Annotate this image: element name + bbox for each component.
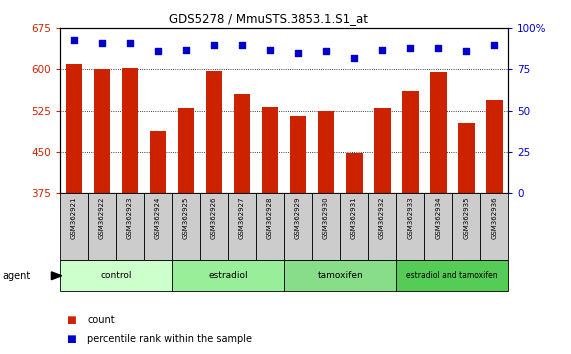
Text: estradiol and tamoxifen: estradiol and tamoxifen — [407, 271, 498, 280]
Point — [98, 40, 107, 46]
Bar — [317, 111, 335, 354]
Point — [126, 40, 135, 46]
Bar — [88, 193, 116, 260]
Point — [321, 48, 331, 54]
Bar — [206, 70, 223, 354]
Bar — [486, 100, 502, 354]
Point — [70, 37, 79, 43]
Text: GSM362934: GSM362934 — [435, 196, 441, 239]
Bar — [284, 193, 312, 260]
Text: GSM362931: GSM362931 — [351, 196, 357, 239]
Text: ■: ■ — [66, 334, 75, 344]
Point — [293, 50, 303, 56]
Point — [405, 45, 415, 51]
Bar — [452, 193, 480, 260]
Text: ■: ■ — [66, 315, 75, 325]
Bar — [458, 123, 475, 354]
Text: GSM362928: GSM362928 — [267, 196, 273, 239]
Text: GSM362923: GSM362923 — [127, 196, 133, 239]
Text: GSM362932: GSM362932 — [379, 196, 385, 239]
Text: count: count — [87, 315, 115, 325]
Bar — [396, 193, 424, 260]
Text: GSM362924: GSM362924 — [155, 196, 161, 239]
Text: GSM362936: GSM362936 — [491, 196, 497, 239]
Bar — [200, 193, 228, 260]
Point — [154, 48, 163, 54]
Text: GSM362922: GSM362922 — [99, 196, 105, 239]
Bar — [172, 193, 200, 260]
Text: GSM362925: GSM362925 — [183, 196, 189, 239]
Bar — [480, 193, 508, 260]
Text: GSM362933: GSM362933 — [407, 196, 413, 239]
Bar — [60, 260, 172, 291]
Point — [377, 47, 387, 52]
Bar — [234, 94, 251, 354]
Bar — [402, 91, 419, 354]
Bar — [256, 193, 284, 260]
Text: GSM362921: GSM362921 — [71, 196, 77, 239]
Text: GSM362935: GSM362935 — [463, 196, 469, 239]
Text: GSM362926: GSM362926 — [211, 196, 217, 239]
Point — [182, 47, 191, 52]
Text: tamoxifen: tamoxifen — [317, 271, 363, 280]
Bar — [396, 260, 508, 291]
Point — [210, 42, 219, 48]
Point — [238, 42, 247, 48]
Text: estradiol: estradiol — [208, 271, 248, 280]
Bar — [178, 108, 194, 354]
Point — [349, 55, 359, 61]
Bar — [144, 193, 172, 260]
Bar — [122, 68, 138, 354]
Bar — [284, 260, 396, 291]
Point — [461, 48, 471, 54]
Bar — [340, 193, 368, 260]
Point — [266, 47, 275, 52]
Text: GSM362927: GSM362927 — [239, 196, 245, 239]
Bar — [66, 64, 82, 354]
Bar — [430, 72, 447, 354]
Bar — [60, 193, 88, 260]
Text: GDS5278 / MmuSTS.3853.1.S1_at: GDS5278 / MmuSTS.3853.1.S1_at — [169, 12, 368, 25]
Bar — [289, 115, 307, 354]
Bar — [312, 193, 340, 260]
Text: GSM362930: GSM362930 — [323, 196, 329, 239]
Bar — [262, 107, 279, 354]
Bar — [373, 108, 391, 354]
Bar — [424, 193, 452, 260]
Text: percentile rank within the sample: percentile rank within the sample — [87, 334, 252, 344]
Text: control: control — [100, 271, 132, 280]
Point — [489, 42, 498, 48]
Bar — [150, 131, 166, 354]
Point — [433, 45, 443, 51]
Bar — [172, 260, 284, 291]
Text: GSM362929: GSM362929 — [295, 196, 301, 239]
Bar — [368, 193, 396, 260]
Bar — [116, 193, 144, 260]
Bar — [228, 193, 256, 260]
Bar — [345, 153, 363, 354]
Text: agent: agent — [3, 271, 31, 281]
Bar — [94, 69, 110, 354]
